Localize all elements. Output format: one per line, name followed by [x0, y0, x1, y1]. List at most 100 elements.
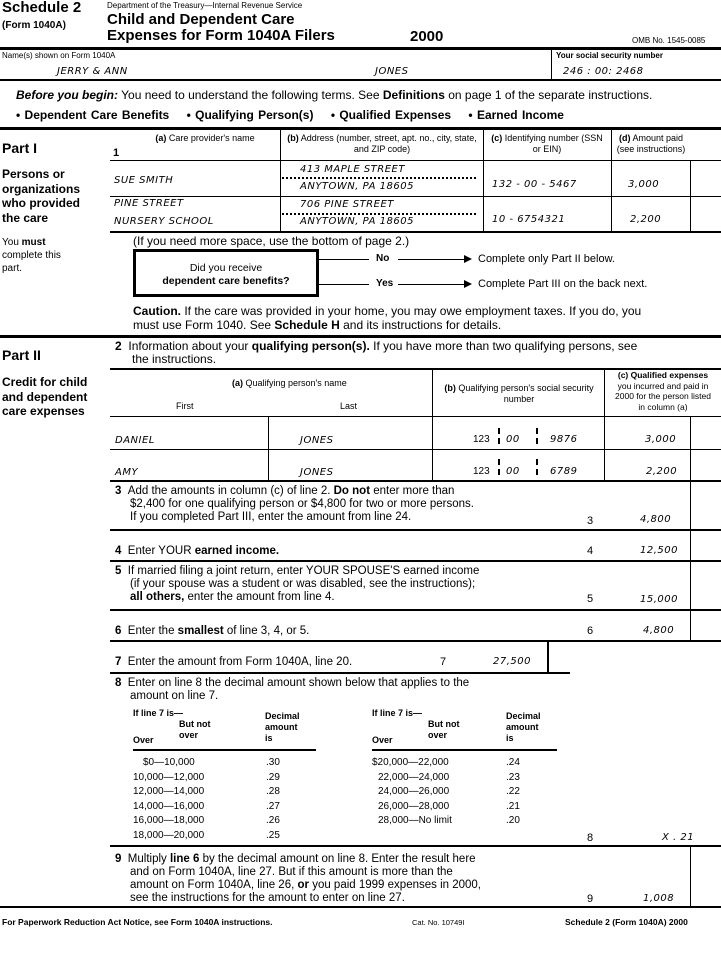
qp-name-header: (a) Qualifying person's name [232, 378, 347, 388]
decimal-amount: .21 [506, 800, 520, 812]
benefits-question-box: Did you receive dependent care benefits? [133, 249, 319, 297]
part2-title: Part II [2, 347, 41, 363]
qp-first-name[interactable]: DANIEL [115, 435, 155, 446]
last-header: Last [340, 401, 358, 411]
qp-ssn-3[interactable]: 6789 [550, 466, 578, 477]
line-4-text: 4 Enter YOUR earned income. [115, 545, 280, 557]
income-range: $0—10,000 [143, 757, 195, 768]
qp-last-name[interactable]: JONES [300, 467, 334, 478]
qp-ssn-1[interactable]: 123 [473, 466, 490, 477]
qp-ssn-1[interactable]: 123 [473, 434, 490, 445]
part1-subtitle: Persons or organizations who provided the c… [2, 167, 81, 225]
provider-address-line2[interactable]: ANYTOWN, PA 18605 [300, 181, 414, 192]
line-1-number: 1 [113, 147, 120, 159]
qp-ssn-3[interactable]: 9876 [550, 434, 578, 445]
col-c-header: (c) Identifying number (SSN or EIN) [491, 133, 603, 154]
decimal-amount: .20 [506, 815, 520, 826]
caution-note: Caution. If the care was provided in you… [133, 304, 642, 332]
catalog-number: Cat. No. 10749I [412, 918, 465, 927]
first-names-field[interactable]: JERRY & ANN [57, 66, 128, 77]
provider-address-line1[interactable]: 706 PINE STREET [300, 199, 394, 210]
yes-option: Yes [376, 278, 394, 289]
names-label: Name(s) shown on Form 1040A [2, 51, 116, 60]
line-4-box: 4 [587, 545, 594, 557]
line-8-amount[interactable]: X . 21 [662, 832, 695, 843]
line-8-text: 8 Enter on line 8 the decimal amount sho… [115, 677, 470, 702]
no-option: No [376, 253, 390, 264]
schedule-label: Schedule 2 [2, 0, 82, 16]
part1-title: Part I [2, 140, 38, 156]
more-space-note: (If you need more space, use the bottom … [133, 234, 410, 248]
no-instruction: Complete only Part II below. [478, 253, 615, 265]
income-range: $20,000—22,000 [372, 757, 449, 768]
term: • Qualified Expenses [330, 108, 452, 122]
col-a-header: (a) Care provider's name [155, 133, 255, 143]
department: Department of the Treasury—Internal Reve… [107, 1, 303, 10]
line-2-text: 2 Information about your qualifying pers… [115, 339, 638, 366]
provider-amount[interactable]: 2,200 [630, 214, 662, 225]
ssn-field[interactable]: 246 : 00: 2468 [563, 66, 644, 77]
decimal-amount: .30 [266, 757, 280, 768]
income-range: 16,000—18,000 [133, 815, 205, 826]
col-d-header: (d) Amount paid (see instructions) [616, 133, 686, 154]
income-range: 22,000—24,000 [378, 771, 450, 783]
tax-year: 2000 [410, 28, 444, 45]
form-title: Child and Dependent Care Expenses for For… [107, 11, 335, 44]
income-range: 12,000—14,000 [133, 786, 205, 797]
term: • Qualifying Person(s) [186, 108, 314, 122]
part1-must-note: You must complete this part. [2, 237, 61, 274]
yes-instruction: Complete Part III on the back next. [478, 278, 648, 290]
provider-name[interactable]: SUE SMITH [114, 175, 174, 186]
arrow-right-icon [398, 255, 472, 263]
form-label: (Form 1040A) [2, 20, 66, 31]
last-name-field[interactable]: JONES [375, 66, 409, 77]
line-3-text: 3 Add the amounts in column (c) of line … [115, 485, 474, 523]
qp-first-name[interactable]: AMY [115, 467, 139, 478]
ssn-label: Your social security number [556, 51, 663, 60]
income-range: 18,000—20,000 [133, 829, 205, 841]
provider-id[interactable]: 10 - 6754321 [492, 214, 566, 225]
qp-expenses-header: (c) Qualified expenses you incurred and p… [615, 370, 711, 412]
income-range: 28,000—No limit [378, 815, 452, 826]
line-9-box: 9 [587, 893, 594, 905]
qp-amount[interactable]: 3,000 [645, 434, 677, 445]
arrow-right-icon [398, 280, 472, 288]
provider-id[interactable]: 132 - 00 - 5467 [492, 179, 577, 190]
decimal-amount: .23 [506, 771, 520, 783]
decimal-amount: .29 [266, 771, 280, 783]
provider-name-line1[interactable]: PINE STREET [114, 198, 184, 209]
income-range: 24,000—26,000 [378, 786, 450, 797]
line-7-box: 7 [440, 656, 447, 668]
omb-number: OMB No. 1545-0085 [632, 36, 706, 45]
line-3-amount[interactable]: 4,800 [640, 514, 672, 525]
paperwork-notice: For Paperwork Reduction Act Notice, see … [2, 917, 273, 927]
provider-amount[interactable]: 3,000 [628, 179, 660, 190]
col-b-header: (b) Address (number, street, apt. no., c… [287, 133, 477, 154]
line-6-box: 6 [587, 625, 594, 637]
income-range: 26,000—28,000 [378, 800, 450, 812]
line-6-text: 6 Enter the smallest of line 3, 4, or 5. [115, 625, 310, 637]
line-9-amount[interactable]: 1,008 [643, 893, 675, 904]
provider-address-line2[interactable]: ANYTOWN, PA 18605 [300, 216, 414, 227]
line-3-box: 3 [587, 515, 594, 527]
line-5-amount[interactable]: 15,000 [640, 594, 678, 605]
decimal-amount: .28 [266, 786, 280, 797]
qp-ssn-2[interactable]: 00 [506, 434, 520, 445]
decimal-amount: .27 [266, 800, 280, 812]
decimal-amount: .26 [266, 815, 280, 826]
qp-amount[interactable]: 2,200 [646, 466, 678, 477]
line-6-amount[interactable]: 4,800 [643, 625, 675, 636]
line-9-text: 9 Multiply line 6 by the decimal amount … [115, 853, 481, 904]
line-4-amount[interactable]: 12,500 [640, 545, 678, 556]
before-you-begin: Before you begin: You need to understand… [16, 88, 653, 102]
provider-name-line2[interactable]: NURSERY SCHOOL [114, 216, 214, 227]
qp-last-name[interactable]: JONES [300, 435, 334, 446]
qp-ssn-header: (b) Qualifying person's social security … [444, 383, 594, 404]
qp-ssn-2[interactable]: 00 [506, 466, 520, 477]
term: • Dependent Care Benefits [16, 108, 170, 122]
line-7-text: 7 Enter the amount from Form 1040A, line… [115, 656, 353, 668]
provider-address-line1[interactable]: 413 MAPLE STREET [300, 164, 405, 175]
first-header: First [176, 401, 194, 411]
line-7-amount[interactable]: 27,500 [493, 656, 531, 667]
line-5-box: 5 [587, 593, 594, 605]
